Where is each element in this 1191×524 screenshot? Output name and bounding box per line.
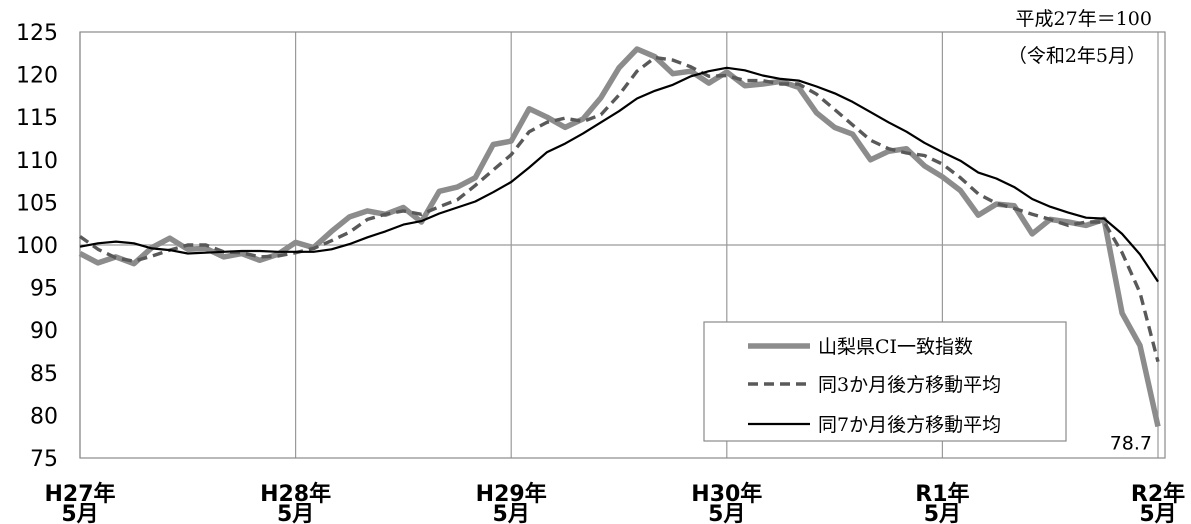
series-line-7-month-average <box>79 66 1159 283</box>
y-tick-label: 80 <box>30 404 58 429</box>
plot-area <box>79 31 1166 459</box>
y-tick-label: 120 <box>16 64 58 89</box>
series-line-3-month-average <box>79 55 1160 363</box>
x-tick-label-month: 5月 <box>277 502 314 524</box>
y-tick-label: 115 <box>16 106 58 131</box>
x-tick-label-year: R2年 <box>1131 481 1185 507</box>
plot-frame <box>79 31 1166 459</box>
x-tick-label-year: R1年 <box>915 481 969 507</box>
y-tick-label: 95 <box>30 277 58 302</box>
x-tick-label-year: H29年 <box>476 481 547 507</box>
y-axis-tick-labels: 125 120 115 110 105 100 95 90 85 80 75 <box>16 21 58 472</box>
x-tick-label-year: H27年 <box>44 481 115 507</box>
legend-label-3-month-average: 同3か月後方移動平均 <box>818 374 1001 396</box>
data-labels: 78.7 <box>1110 433 1152 455</box>
base-note: 平成27年＝100 <box>1016 8 1152 30</box>
series-line-ci-index <box>78 46 1161 428</box>
legend-label-ci-index: 山梨県CI一致指数 <box>818 336 973 358</box>
x-tick-label-year: H28年 <box>260 481 331 507</box>
x-tick-label-month: 5月 <box>1139 502 1176 524</box>
x-tick-label-month: 5月 <box>61 502 98 524</box>
y-tick-label: 90 <box>30 319 58 344</box>
x-tick-label-month: 5月 <box>924 502 961 524</box>
legend-box <box>703 321 1067 442</box>
y-tick-label: 100 <box>16 234 58 259</box>
y-tick-label: 75 <box>30 447 58 472</box>
x-tick-label-month: 5月 <box>493 502 530 524</box>
data-label-last-value: 78.7 <box>1110 433 1152 455</box>
y-tick-label: 105 <box>16 191 58 216</box>
x-tick-label-month: 5月 <box>708 502 745 524</box>
period-note: （令和2年5月） <box>1008 45 1146 67</box>
series-lines <box>78 46 1161 428</box>
y-tick-label: 110 <box>16 149 58 174</box>
legend-label-7-month-average: 同7か月後方移動平均 <box>818 414 1001 436</box>
y-tick-label: 125 <box>16 21 58 46</box>
y-tick-label: 85 <box>30 362 58 387</box>
x-tick-label-year: H30年 <box>691 481 762 507</box>
